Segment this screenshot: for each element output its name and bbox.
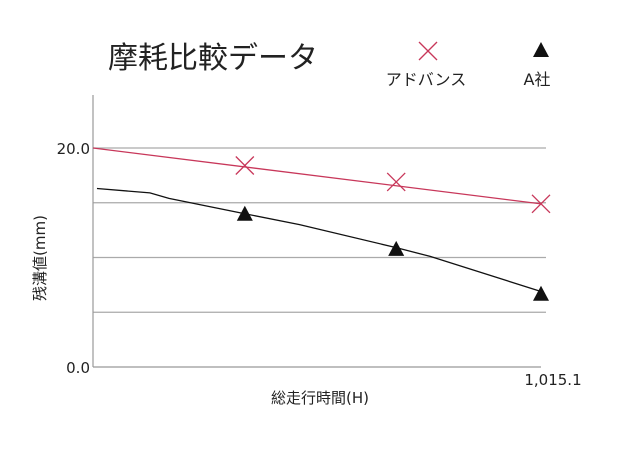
legend-marker-a-company (533, 42, 549, 57)
trend-line-advance (92, 147, 542, 205)
chart-title: 摩耗比較データ (108, 41, 318, 76)
y-tick-label-0: 0.0 (66, 359, 90, 377)
y-tick-label-20: 20.0 (57, 140, 90, 158)
legend-marker-advance (418, 41, 438, 61)
trend-line-a-company (96, 187, 542, 293)
data-point-a-company-2 (533, 285, 549, 301)
data-point-advance-1 (386, 172, 406, 192)
series-layer (92, 147, 551, 301)
grid (93, 147, 546, 313)
legend: アドバンス A社 (386, 41, 551, 89)
y-axis-label: 残溝値(mm) (31, 215, 49, 301)
legend-label-advance: アドバンス (386, 70, 466, 89)
x-tick-label-max: 1,015.1 (524, 371, 581, 389)
data-point-a-company-0 (236, 205, 253, 221)
data-point-a-company-1 (388, 240, 405, 256)
data-point-advance-2 (531, 194, 551, 214)
data-point-advance-0 (235, 156, 255, 175)
x-axis-label: 総走行時間(H) (271, 389, 369, 407)
legend-label-a-company: A社 (524, 70, 551, 89)
